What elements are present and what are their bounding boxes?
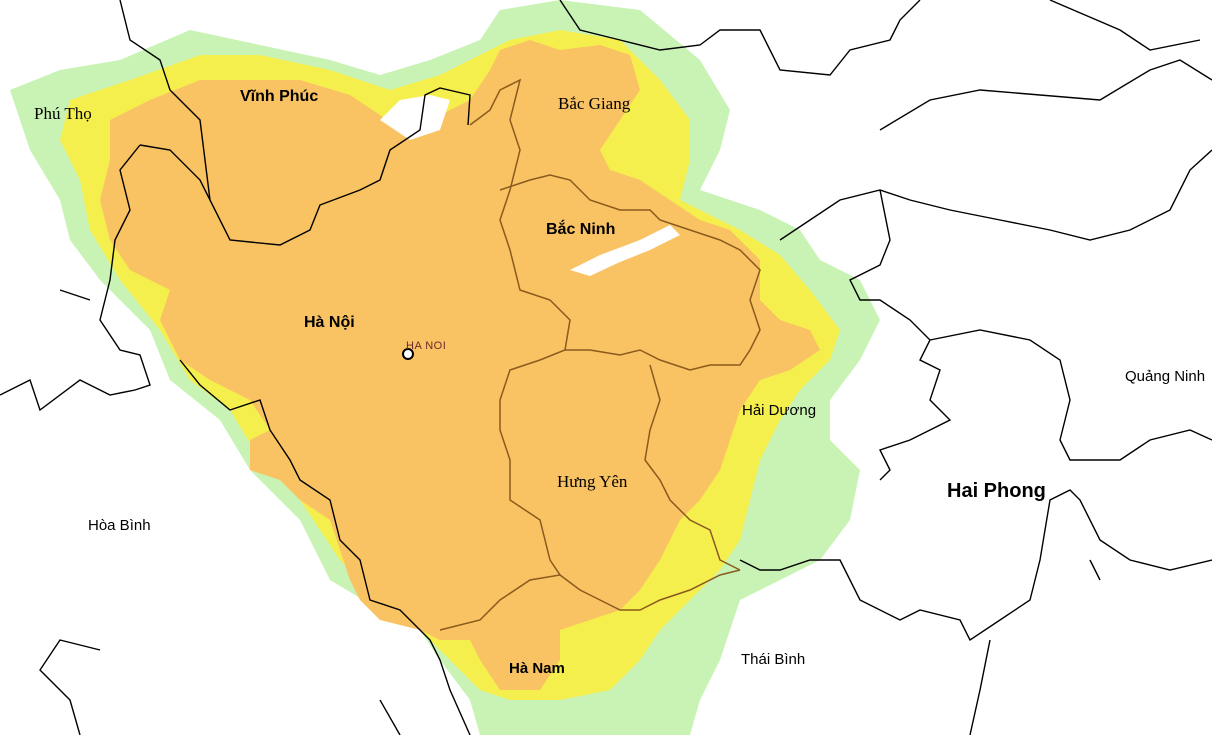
label-thai-binh: Thái Bình	[741, 651, 806, 668]
label-hai-phong: Hai Phong	[947, 480, 1046, 502]
coverage-gap	[570, 225, 680, 276]
label-ha-nam: Hà Nam	[509, 660, 565, 677]
label-phu-tho: Phú Thọ	[34, 104, 92, 123]
coverage-high-area	[100, 40, 820, 690]
label-hai-duong: Hải Dương	[742, 402, 817, 419]
label-quang-ninh: Quảng Ninh	[1125, 368, 1206, 385]
label-hoa-binh: Hòa Bình	[88, 517, 151, 534]
internal-boundaries	[439, 78, 761, 631]
coverage-gap	[380, 95, 450, 140]
label-vinh-phuc: Vĩnh Phúc	[240, 88, 319, 105]
city-label-ha-noi: HA NOI	[406, 340, 447, 352]
label-ha-noi: Hà Nội	[304, 314, 355, 331]
coverage-high-layer	[100, 40, 820, 690]
label-hung-yen: Hưng Yên	[557, 472, 628, 491]
label-bac-giang: Bắc Giang	[558, 94, 631, 113]
city-marker-icon[interactable]	[402, 348, 414, 360]
label-bac-ninh: Bắc Ninh	[546, 221, 616, 238]
